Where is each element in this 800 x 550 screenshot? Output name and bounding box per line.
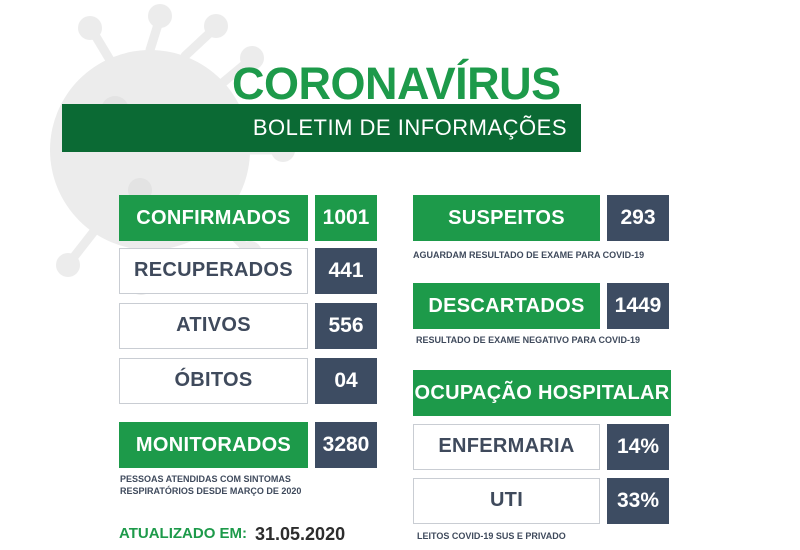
updated-label: ATUALIZADO EM: [119,525,248,542]
deaths-value: 04 [315,358,377,404]
hospital-note: LEITOS COVID-19 SUS E PRIVADO [417,531,566,541]
ward-label: ENFERMARIA [413,424,600,470]
recovered-label: RECUPERADOS [119,248,308,294]
confirmed-label: CONFIRMADOS [119,195,308,241]
page-title: CORONAVÍRUS [232,58,561,109]
monitored-note-line-2: RESPIRATÓRIOS DESDE MARÇO DE 2020 [120,486,302,496]
suspects-note: AGUARDAM RESULTADO DE EXAME PARA COVID-1… [413,250,645,260]
monitored-value: 3280 [315,422,377,468]
icu-value: 33% [607,478,669,524]
page-subtitle: BOLETIM DE INFORMAÇÕES [62,104,581,152]
discarded-value: 1449 [607,283,669,329]
recovered-value: 441 [315,248,377,294]
suspects-label: SUSPEITOS [413,195,600,241]
hospital-occupancy-title: OCUPAÇÃO HOSPITALAR [413,370,671,416]
suspects-value: 293 [607,195,669,241]
ward-value: 14% [607,424,669,470]
active-value: 556 [315,303,377,349]
icu-label: UTI [413,478,600,524]
discarded-note: RESULTADO DE EXAME NEGATIVO PARA COVID-1… [416,335,641,345]
confirmed-value: 1001 [315,195,377,241]
active-label: ATIVOS [119,303,308,349]
updated-date: 31.05.2020 [255,524,346,544]
monitored-note-line-1: PESSOAS ATENDIDAS COM SINTOMAS [120,474,291,484]
monitored-label: MONITORADOS [119,422,308,468]
discarded-label: DESCARTADOS [413,283,600,329]
deaths-label: ÓBITOS [119,358,308,404]
